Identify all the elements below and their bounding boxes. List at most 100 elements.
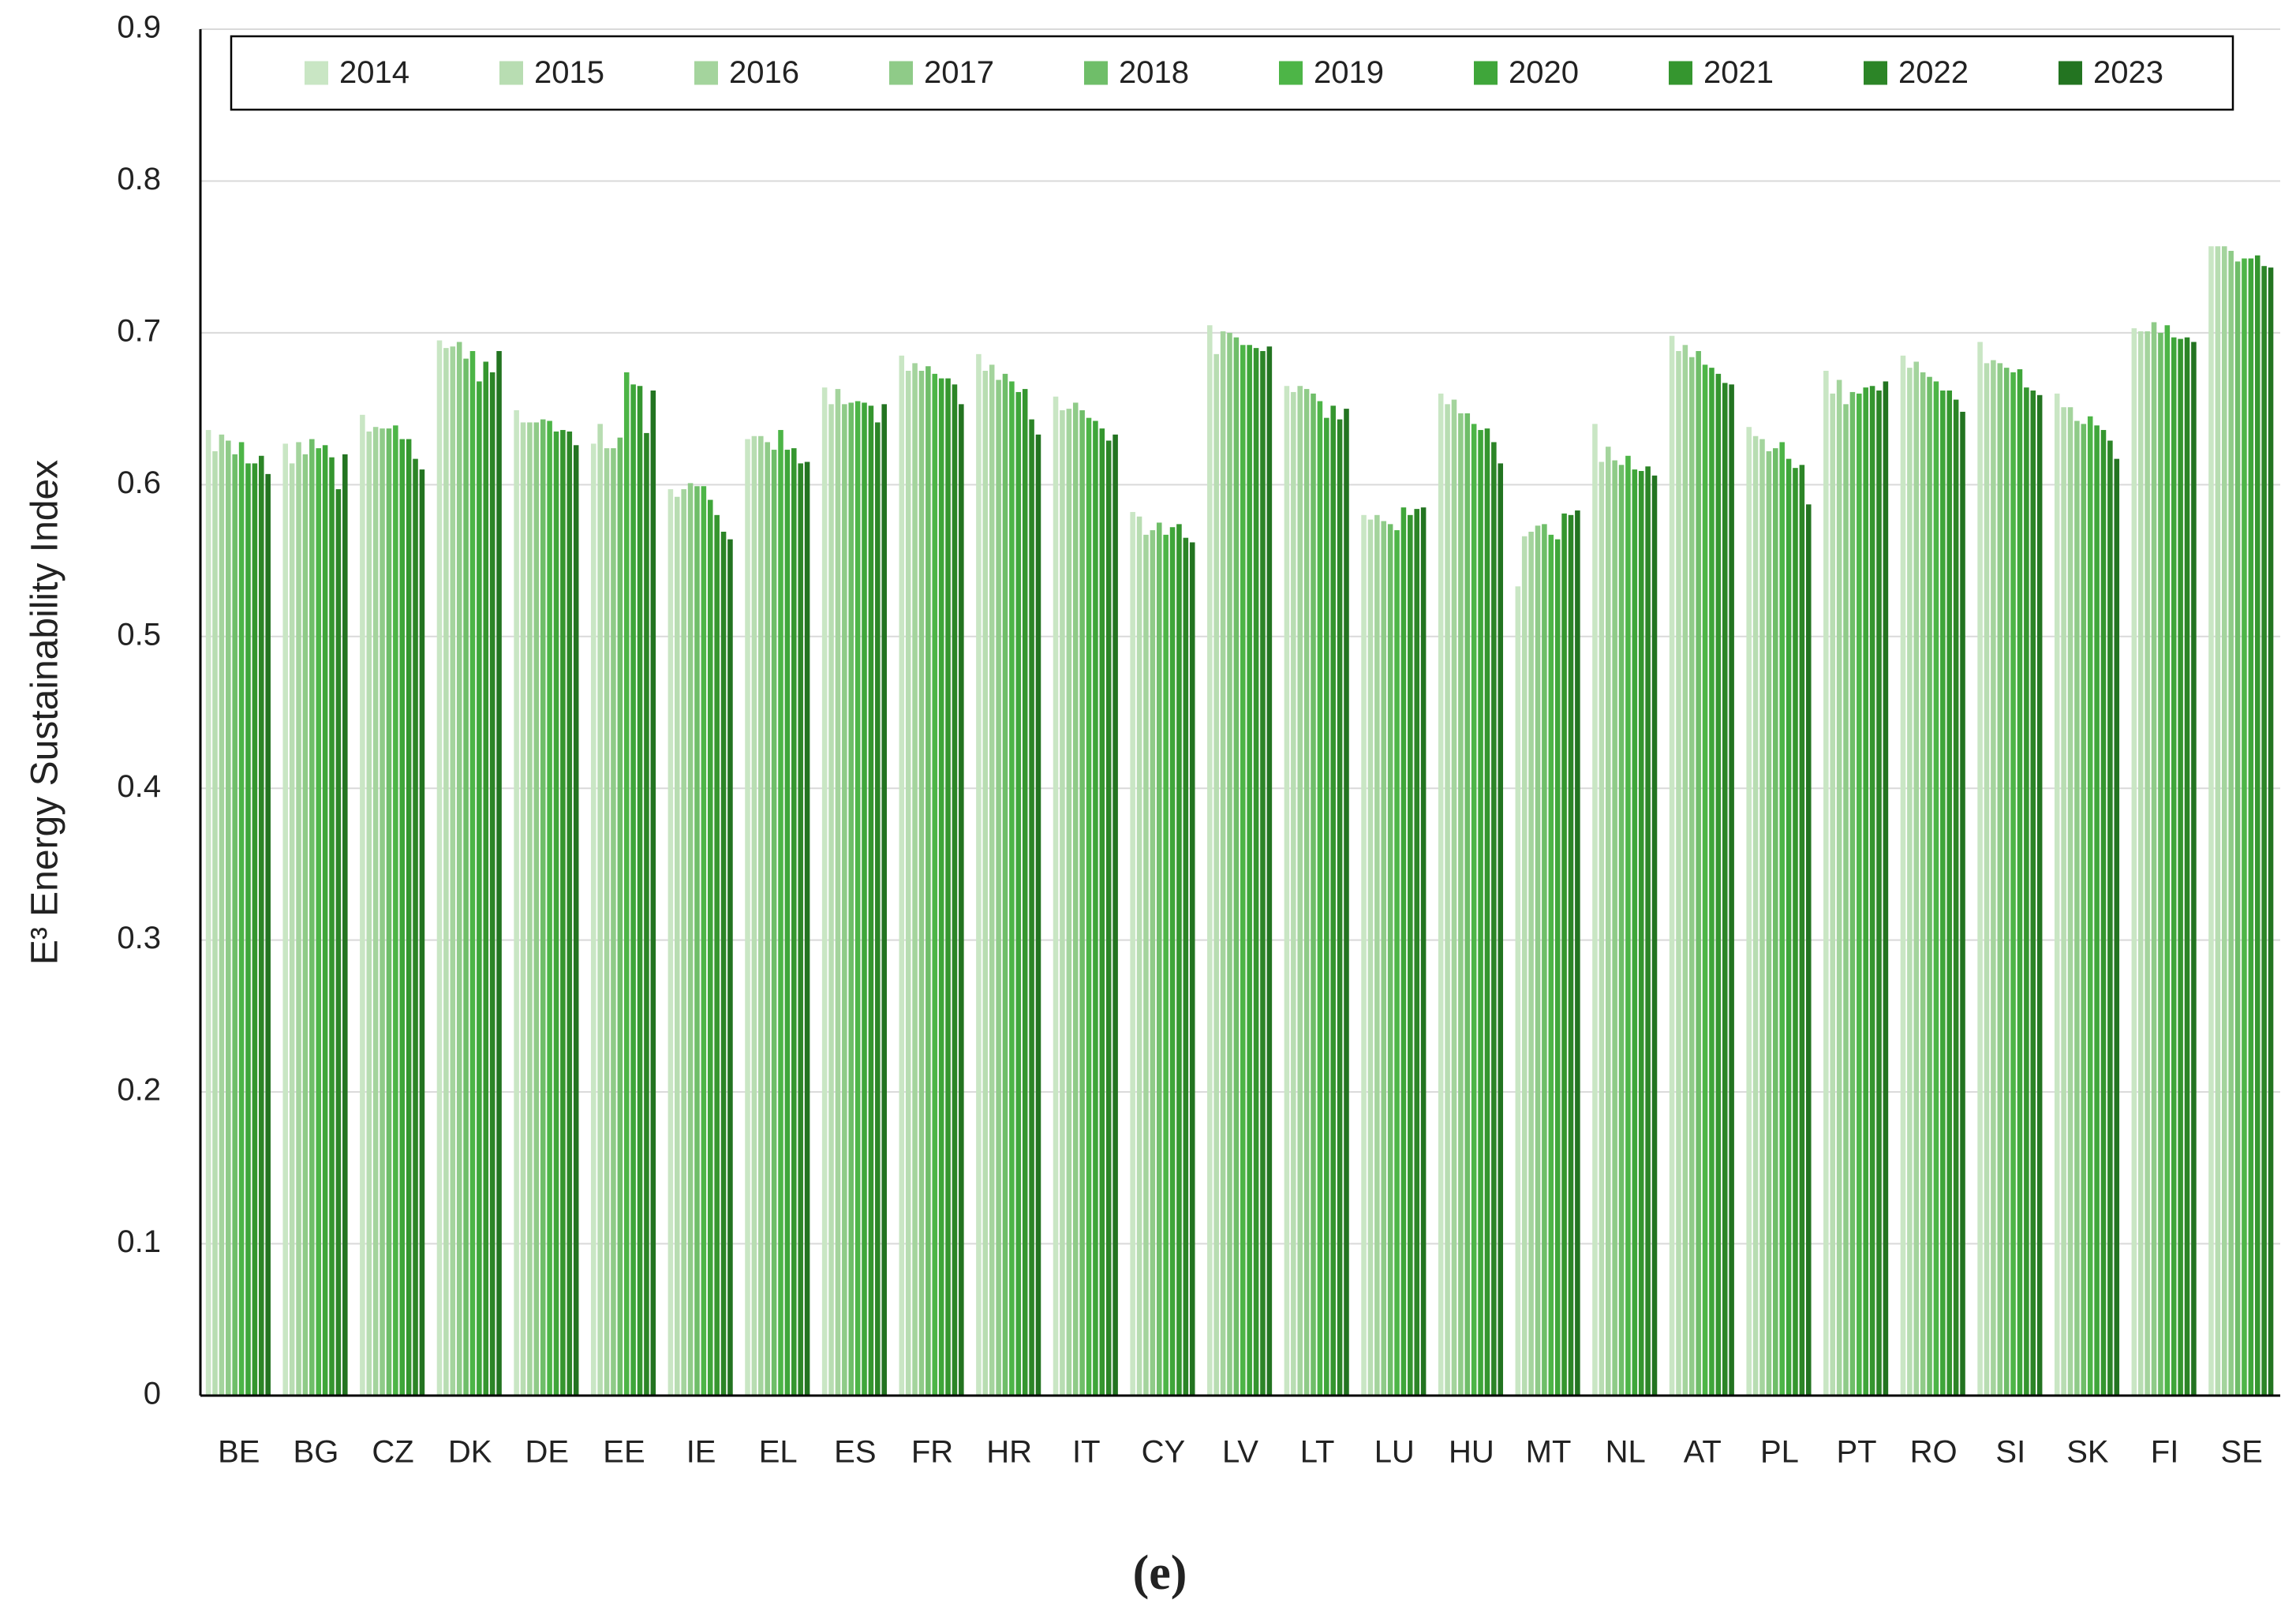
bar [282, 443, 289, 1396]
bar [1143, 534, 1149, 1396]
bar [316, 448, 321, 1396]
bar [1953, 399, 1959, 1396]
bar [1542, 524, 1547, 1396]
bar [650, 391, 656, 1396]
bar [1669, 335, 1675, 1396]
bar [1575, 510, 1580, 1396]
y-tick-label: 0.4 [117, 769, 161, 804]
bar [1645, 466, 1651, 1396]
bar [560, 430, 566, 1396]
bar [1156, 522, 1162, 1396]
bar [1105, 440, 1112, 1396]
bar [2208, 246, 2214, 1396]
bar [720, 531, 727, 1396]
bar [289, 463, 295, 1396]
bar [1381, 521, 1387, 1396]
bar [1554, 539, 1561, 1396]
bar [701, 486, 707, 1396]
bar [675, 496, 680, 1396]
bar [2107, 440, 2113, 1396]
bar [443, 348, 449, 1396]
bar [1618, 465, 1625, 1396]
bar [1213, 353, 1219, 1396]
bar [419, 469, 425, 1396]
bar [520, 422, 526, 1396]
legend-label: 2020 [1509, 55, 1579, 90]
x-tick-label: MT [1526, 1435, 1572, 1470]
bar [1843, 404, 1849, 1396]
bar [2087, 416, 2093, 1396]
bar [1900, 355, 1906, 1396]
bar [496, 350, 502, 1396]
bar [2094, 425, 2100, 1396]
bar [1746, 427, 1752, 1396]
bar [842, 404, 847, 1396]
bar [1344, 409, 1349, 1396]
bar [1163, 534, 1169, 1396]
bar [1907, 368, 1913, 1396]
bar [1189, 542, 1195, 1396]
bar [771, 450, 777, 1396]
bar [1682, 345, 1688, 1396]
bar [1227, 332, 1232, 1396]
bar [265, 473, 271, 1396]
bar [617, 437, 623, 1396]
bar [1445, 404, 1450, 1396]
bar [1799, 465, 1805, 1396]
bar [2234, 261, 2241, 1396]
bar [1651, 475, 1658, 1396]
bar [406, 439, 412, 1396]
bar [1414, 509, 1419, 1396]
bar [1464, 413, 1471, 1396]
bar [681, 489, 686, 1396]
bar [1625, 455, 1631, 1396]
legend-swatch [694, 61, 718, 85]
x-tick-label: BE [218, 1435, 260, 1470]
bar [1920, 372, 1926, 1396]
legend-label: 2023 [2093, 55, 2163, 90]
bar [982, 371, 989, 1396]
bar [1253, 348, 1259, 1396]
bar [2215, 246, 2221, 1396]
bar [765, 442, 770, 1396]
bar [945, 378, 951, 1396]
bar [1176, 524, 1182, 1396]
bar [2081, 424, 2087, 1396]
y-axis-label: E³ Energy Sustainability Index [24, 460, 66, 965]
y-tick-label: 0.6 [117, 465, 161, 500]
bar [1387, 524, 1393, 1396]
legend-swatch [1669, 61, 1692, 85]
bar [1303, 389, 1310, 1396]
bar [2171, 337, 2177, 1396]
bar [1374, 514, 1380, 1396]
bar [989, 364, 995, 1396]
bar [2054, 393, 2060, 1396]
x-tick-label: BG [294, 1435, 339, 1470]
bar [2030, 391, 2036, 1396]
bar [2158, 332, 2163, 1396]
bar [2254, 255, 2260, 1396]
bar [1233, 337, 1240, 1396]
bar [1729, 384, 1734, 1396]
bar [2074, 420, 2080, 1396]
bar [1072, 402, 1079, 1396]
bar [1849, 391, 1856, 1396]
bar [1528, 531, 1534, 1396]
bar [1599, 462, 1605, 1396]
legend-box [230, 35, 2234, 111]
bar [1830, 393, 1836, 1396]
bar [745, 439, 750, 1396]
bar [1317, 401, 1323, 1396]
bar [2178, 338, 2183, 1396]
bar [1009, 381, 1015, 1396]
bar [1324, 417, 1329, 1396]
bar [687, 483, 694, 1396]
bar [1015, 391, 1022, 1396]
legend-label: 2021 [1703, 55, 1774, 90]
bar [905, 371, 911, 1396]
bar [1330, 406, 1336, 1396]
bar [1112, 434, 1118, 1396]
bar [1438, 393, 1444, 1396]
bar [2164, 325, 2171, 1396]
